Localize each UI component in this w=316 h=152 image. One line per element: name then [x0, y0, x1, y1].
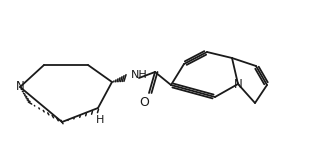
Text: O: O	[139, 95, 149, 109]
Text: NH: NH	[131, 70, 148, 80]
Text: N: N	[234, 78, 242, 90]
Text: H: H	[96, 115, 104, 125]
Text: N: N	[15, 81, 24, 93]
